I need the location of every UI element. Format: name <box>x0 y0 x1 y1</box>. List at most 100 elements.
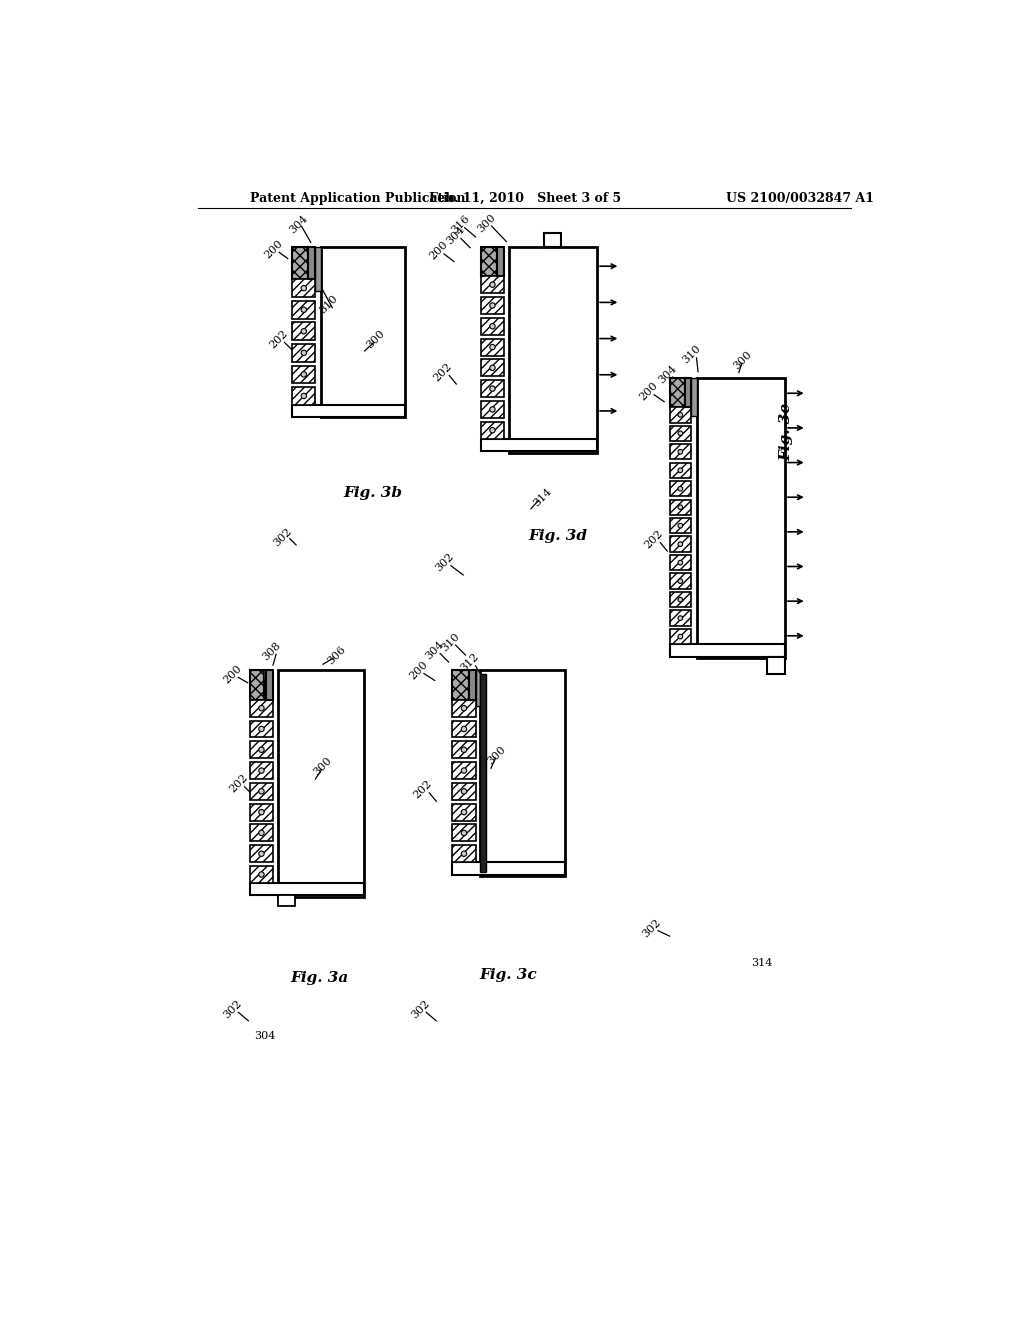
Bar <box>250 866 273 883</box>
Bar <box>250 825 273 841</box>
Bar <box>250 721 273 738</box>
Bar <box>767 656 785 673</box>
Text: 304: 304 <box>288 213 309 235</box>
Bar <box>250 762 273 779</box>
Bar <box>670 591 691 607</box>
Bar <box>481 339 504 355</box>
Text: 202: 202 <box>268 329 290 350</box>
Circle shape <box>461 768 467 774</box>
Bar <box>250 845 273 862</box>
Circle shape <box>489 282 496 288</box>
Circle shape <box>678 524 683 528</box>
Text: 302: 302 <box>433 552 456 574</box>
Text: 302: 302 <box>640 917 663 940</box>
Bar <box>278 671 364 896</box>
Bar <box>480 671 565 876</box>
Bar <box>292 366 315 383</box>
Bar <box>670 554 691 570</box>
Text: 312: 312 <box>459 652 480 673</box>
Circle shape <box>301 285 306 290</box>
Circle shape <box>259 705 264 711</box>
Bar <box>670 644 785 656</box>
Bar <box>453 762 475 779</box>
Bar <box>685 378 691 407</box>
Bar <box>509 247 597 453</box>
Bar <box>292 322 315 341</box>
Bar <box>670 407 691 422</box>
Text: 304: 304 <box>424 639 445 661</box>
Bar <box>481 359 504 376</box>
Bar <box>266 671 273 700</box>
Bar <box>475 671 480 706</box>
Text: 302: 302 <box>272 527 294 548</box>
Bar <box>480 675 486 873</box>
Bar <box>250 671 264 700</box>
Text: 302: 302 <box>410 998 432 1020</box>
Bar <box>670 536 691 552</box>
Bar <box>250 883 364 895</box>
Circle shape <box>461 830 467 836</box>
Text: Fig. 3c: Fig. 3c <box>479 968 537 982</box>
Bar <box>250 783 273 800</box>
Bar <box>453 742 475 758</box>
Text: 316: 316 <box>450 214 471 236</box>
Circle shape <box>678 413 683 417</box>
Circle shape <box>678 635 683 639</box>
Bar <box>670 378 685 407</box>
Bar <box>481 438 597 451</box>
Text: 200: 200 <box>427 240 450 261</box>
Circle shape <box>301 393 306 399</box>
Text: 200: 200 <box>221 663 244 685</box>
Circle shape <box>259 726 264 731</box>
Text: 202: 202 <box>432 362 455 384</box>
Text: 202: 202 <box>412 779 434 801</box>
Text: 300: 300 <box>365 329 386 350</box>
Circle shape <box>461 809 467 814</box>
Text: 300: 300 <box>312 755 334 777</box>
Bar <box>497 247 504 276</box>
Circle shape <box>678 506 683 510</box>
Text: Patent Application Publication: Patent Application Publication <box>250 191 466 205</box>
Text: 300: 300 <box>731 348 754 371</box>
Circle shape <box>301 308 306 313</box>
Bar <box>481 297 504 314</box>
Bar <box>481 318 504 335</box>
Circle shape <box>678 432 683 436</box>
Circle shape <box>489 302 496 308</box>
Text: 304: 304 <box>656 363 678 385</box>
Bar <box>696 378 785 659</box>
Text: 202: 202 <box>227 772 250 795</box>
Bar <box>292 280 315 297</box>
Bar <box>453 825 475 841</box>
Text: Feb. 11, 2010   Sheet 3 of 5: Feb. 11, 2010 Sheet 3 of 5 <box>429 191 621 205</box>
Bar <box>292 345 315 362</box>
Bar <box>453 862 565 875</box>
Circle shape <box>301 350 306 355</box>
Circle shape <box>678 616 683 620</box>
Bar <box>481 276 504 293</box>
Circle shape <box>259 809 264 814</box>
Text: US 2100/0032847 A1: US 2100/0032847 A1 <box>726 191 874 205</box>
Circle shape <box>489 407 496 412</box>
Bar <box>670 425 691 441</box>
Text: Fig. 3b: Fig. 3b <box>344 486 402 500</box>
Bar <box>308 247 315 280</box>
Bar <box>469 671 475 700</box>
Circle shape <box>489 345 496 350</box>
Bar <box>453 671 469 700</box>
Bar <box>670 610 691 626</box>
Text: 306: 306 <box>326 644 348 667</box>
Text: Fig. 3d: Fig. 3d <box>528 529 588 543</box>
Circle shape <box>678 487 683 491</box>
Circle shape <box>259 871 264 878</box>
Bar <box>453 804 475 821</box>
Bar <box>670 573 691 589</box>
Bar <box>292 405 406 417</box>
Text: 200: 200 <box>638 380 659 403</box>
Bar <box>250 804 273 821</box>
Text: 310: 310 <box>439 631 461 653</box>
Bar <box>453 700 475 717</box>
Circle shape <box>489 366 496 371</box>
Circle shape <box>301 372 306 378</box>
Bar <box>670 462 691 478</box>
